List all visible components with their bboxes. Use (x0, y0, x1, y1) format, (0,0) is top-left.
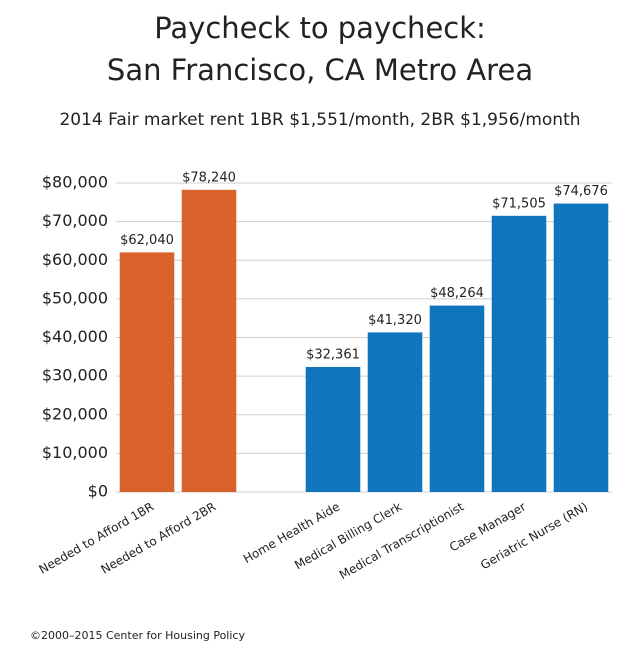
y-tick-label: $60,000 (42, 250, 108, 269)
bar (429, 305, 485, 492)
y-tick-label: $70,000 (42, 211, 108, 230)
bar (305, 367, 361, 492)
x-tick-label: Geriatric Nurse (RN) (478, 500, 590, 573)
bar (491, 215, 547, 492)
y-tick-label: $50,000 (42, 288, 108, 307)
data-label: $41,320 (368, 313, 422, 328)
x-tick-label: Needed to Afford 1BR (36, 500, 156, 577)
data-label: $78,240 (182, 170, 236, 185)
source-note: ©2000–2015 Center for Housing Policy (30, 629, 245, 642)
y-tick-label: $20,000 (42, 404, 108, 423)
y-tick-label: $10,000 (42, 443, 108, 462)
data-label: $48,264 (430, 286, 484, 301)
data-label: $62,040 (120, 233, 174, 248)
bar (181, 189, 237, 492)
bar (367, 332, 423, 492)
y-tick-label: $40,000 (42, 327, 108, 346)
x-tick-label: Needed to Afford 2BR (98, 500, 218, 577)
x-tick-label: Medical Billing Clerk (292, 499, 404, 572)
y-tick-label: $30,000 (42, 366, 108, 385)
chart-title: Paycheck to paycheck: (154, 11, 486, 45)
data-label: $74,676 (554, 184, 608, 199)
y-tick-label: $0 (88, 482, 108, 501)
chart-subtitle: 2014 Fair market rent 1BR $1,551/month, … (59, 110, 580, 130)
bar (119, 252, 175, 492)
y-tick-label: $80,000 (42, 173, 108, 192)
chart-title: San Francisco, CA Metro Area (107, 53, 533, 87)
data-label: $32,361 (306, 348, 360, 363)
data-label: $71,505 (492, 196, 546, 211)
bar (553, 203, 609, 492)
